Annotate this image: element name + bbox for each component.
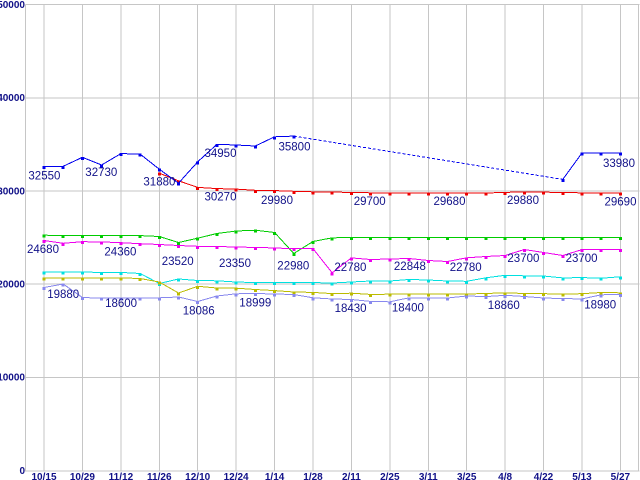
svg-text:35800: 35800 [279,141,311,153]
svg-text:10/29: 10/29 [70,472,95,480]
svg-text:1/28: 1/28 [303,472,323,480]
svg-text:32550: 32550 [28,170,60,182]
svg-text:23700: 23700 [507,253,539,265]
svg-text:22780: 22780 [334,262,366,274]
svg-text:40000: 40000 [0,93,25,104]
svg-text:18980: 18980 [584,300,616,312]
svg-text:29700: 29700 [354,196,386,208]
svg-text:24360: 24360 [104,247,136,259]
svg-text:30000: 30000 [0,186,25,197]
svg-text:5/27: 5/27 [611,472,631,480]
svg-text:33980: 33980 [603,158,635,170]
svg-text:5/13: 5/13 [572,472,592,480]
svg-text:11/26: 11/26 [147,472,172,480]
svg-text:18860: 18860 [488,300,520,312]
svg-text:23350: 23350 [219,258,251,270]
svg-text:50000: 50000 [0,0,25,11]
svg-text:12/24: 12/24 [224,472,249,480]
svg-text:11/12: 11/12 [109,472,134,480]
svg-text:18600: 18600 [105,298,137,310]
svg-text:18430: 18430 [335,303,367,315]
svg-text:18086: 18086 [183,305,215,317]
svg-text:20000: 20000 [0,280,25,291]
svg-text:34950: 34950 [205,148,237,160]
svg-text:1/14: 1/14 [265,472,285,480]
svg-text:23520: 23520 [162,256,194,268]
svg-text:30270: 30270 [205,192,237,204]
svg-text:10/15: 10/15 [31,472,56,480]
svg-text:2/11: 2/11 [342,472,361,480]
svg-text:29980: 29980 [261,195,293,207]
svg-text:4/8: 4/8 [498,472,512,480]
svg-text:24680: 24680 [27,244,59,256]
svg-text:22848: 22848 [394,261,426,273]
svg-text:29690: 29690 [605,197,637,209]
svg-text:23700: 23700 [566,253,598,265]
svg-text:3/11: 3/11 [419,472,438,480]
svg-text:31880: 31880 [143,177,175,189]
svg-text:4/22: 4/22 [534,472,554,480]
svg-text:12/10: 12/10 [185,472,210,480]
svg-text:2/25: 2/25 [380,472,400,480]
svg-text:18400: 18400 [392,302,424,314]
svg-text:18999: 18999 [239,298,271,310]
svg-text:10000: 10000 [0,373,25,384]
svg-text:29680: 29680 [434,196,466,208]
svg-text:3/25: 3/25 [457,472,477,480]
svg-text:0: 0 [19,466,25,477]
svg-text:29880: 29880 [507,195,539,207]
svg-text:32730: 32730 [85,167,117,179]
svg-text:19880: 19880 [47,289,79,301]
svg-text:22780: 22780 [450,262,482,274]
svg-text:22980: 22980 [277,260,309,272]
